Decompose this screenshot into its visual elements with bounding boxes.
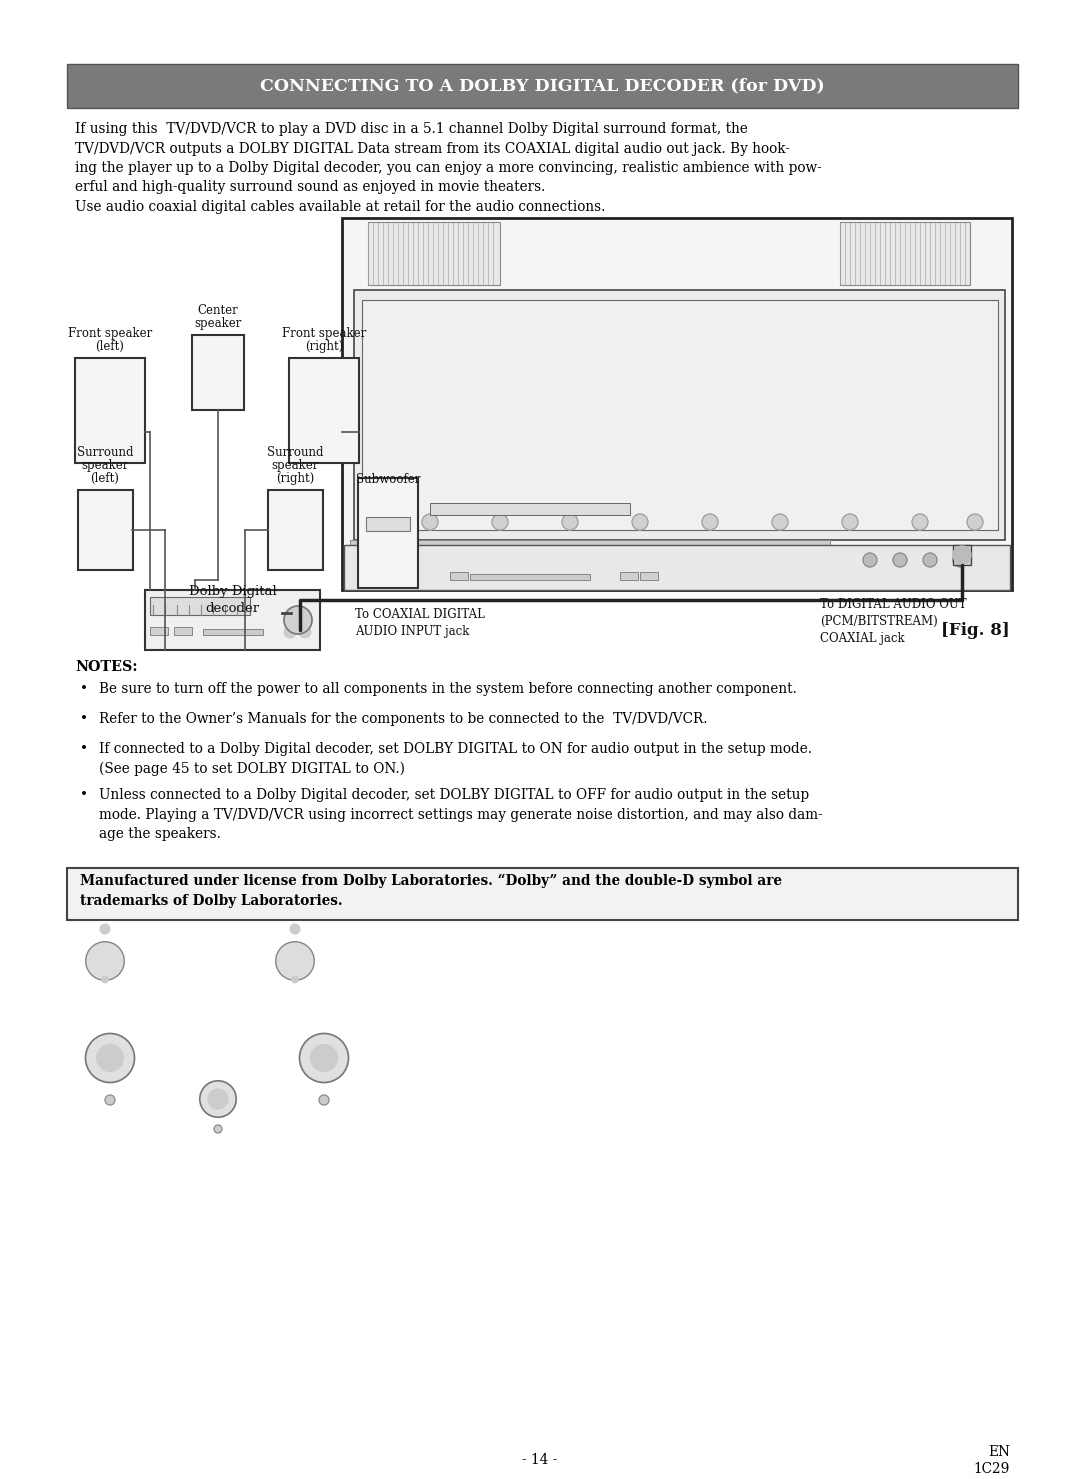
Text: •: • <box>80 742 87 756</box>
Text: Center: Center <box>198 305 239 317</box>
Circle shape <box>967 515 983 529</box>
Text: •: • <box>80 711 87 726</box>
Text: Manufactured under license from Dolby Laboratories. “Dolby” and the double-D sym: Manufactured under license from Dolby La… <box>80 874 782 908</box>
Bar <box>470 574 590 580</box>
Bar <box>75 358 145 463</box>
Circle shape <box>275 942 314 981</box>
Text: Subwoofer: Subwoofer <box>355 473 420 487</box>
Circle shape <box>311 1044 337 1071</box>
Circle shape <box>284 606 312 634</box>
Bar <box>78 490 133 569</box>
Circle shape <box>100 924 110 935</box>
Text: Dolby Digital
decoder: Dolby Digital decoder <box>189 586 276 615</box>
Circle shape <box>319 1094 329 1105</box>
Text: (right): (right) <box>275 472 314 485</box>
Text: Use audio coaxial digital cables available at retail for the audio connections.: Use audio coaxial digital cables availab… <box>75 200 606 214</box>
Circle shape <box>85 1034 135 1083</box>
Text: speaker: speaker <box>194 317 242 330</box>
Circle shape <box>200 1081 237 1117</box>
Circle shape <box>291 603 309 623</box>
Bar <box>345 544 1010 590</box>
Text: NOTES:: NOTES: <box>75 660 137 674</box>
Bar <box>203 629 264 634</box>
Bar <box>354 290 1005 540</box>
Circle shape <box>632 515 648 529</box>
Bar <box>67 64 1018 108</box>
Text: Surround: Surround <box>267 447 323 458</box>
Text: [Fig. 8]: [Fig. 8] <box>942 623 1010 639</box>
Bar <box>368 222 500 285</box>
Bar <box>192 336 244 410</box>
Text: (left): (left) <box>91 472 120 485</box>
Text: If connected to a Dolby Digital decoder, set DOLBY DIGITAL to ON for audio outpu: If connected to a Dolby Digital decoder,… <box>99 742 812 776</box>
Text: •: • <box>80 788 87 802</box>
Bar <box>362 300 998 529</box>
Circle shape <box>562 515 578 529</box>
Circle shape <box>863 553 877 566</box>
Text: EN
1C29: EN 1C29 <box>974 1445 1010 1476</box>
Bar <box>640 572 658 580</box>
Circle shape <box>105 1094 114 1105</box>
Circle shape <box>96 1044 123 1071</box>
Text: •: • <box>80 682 87 697</box>
Circle shape <box>291 924 300 935</box>
Bar <box>150 598 249 615</box>
Circle shape <box>492 515 508 529</box>
Bar <box>174 627 192 634</box>
Bar <box>289 358 359 463</box>
Bar <box>350 540 831 549</box>
Text: (right): (right) <box>305 340 343 353</box>
Circle shape <box>842 515 858 529</box>
Bar <box>268 490 323 569</box>
Bar <box>357 478 418 589</box>
Text: Refer to the Owner’s Manuals for the components to be connected to the  TV/DVD/V: Refer to the Owner’s Manuals for the com… <box>99 711 707 726</box>
Bar <box>450 572 468 580</box>
Circle shape <box>292 976 298 984</box>
Text: If using this  TV/DVD/VCR to play a DVD disc in a 5.1 channel Dolby Digital surr: If using this TV/DVD/VCR to play a DVD d… <box>75 121 822 195</box>
Circle shape <box>372 515 388 529</box>
Bar <box>953 544 971 565</box>
Text: Be sure to turn off the power to all components in the system before connecting : Be sure to turn off the power to all com… <box>99 682 797 697</box>
Circle shape <box>702 515 718 529</box>
Text: To DIGITAL AUDIO OUT
(PCM/BITSTREAM)
COAXIAL jack: To DIGITAL AUDIO OUT (PCM/BITSTREAM) COA… <box>820 598 967 645</box>
Bar <box>150 627 168 634</box>
Text: - 14 -: - 14 - <box>523 1452 557 1467</box>
Text: speaker: speaker <box>271 458 319 472</box>
Circle shape <box>953 546 971 563</box>
Bar <box>342 217 1012 590</box>
Text: Front speaker: Front speaker <box>68 327 152 340</box>
Circle shape <box>85 942 124 981</box>
Bar <box>145 590 320 649</box>
Bar <box>395 572 413 580</box>
Bar <box>620 572 638 580</box>
Text: CONNECTING TO A DOLBY DIGITAL DECODER (for DVD): CONNECTING TO A DOLBY DIGITAL DECODER (f… <box>260 77 825 95</box>
Text: Front speaker: Front speaker <box>282 327 366 340</box>
Circle shape <box>953 553 967 566</box>
Circle shape <box>772 515 788 529</box>
Circle shape <box>299 1034 349 1083</box>
Bar <box>366 516 410 531</box>
Bar <box>840 222 970 285</box>
Circle shape <box>912 515 928 529</box>
Circle shape <box>102 976 108 984</box>
Circle shape <box>284 626 296 637</box>
Circle shape <box>893 553 907 566</box>
Text: (left): (left) <box>95 340 124 353</box>
Bar <box>365 572 383 580</box>
Text: speaker: speaker <box>81 458 129 472</box>
Circle shape <box>422 515 438 529</box>
Text: Surround: Surround <box>77 447 133 458</box>
Circle shape <box>299 626 311 637</box>
Circle shape <box>923 553 937 566</box>
Circle shape <box>208 1089 228 1109</box>
Bar <box>430 503 630 515</box>
Bar <box>67 868 1018 920</box>
Circle shape <box>214 1126 222 1133</box>
Text: To COAXIAL DIGITAL
AUDIO INPUT jack: To COAXIAL DIGITAL AUDIO INPUT jack <box>355 608 485 637</box>
Text: Unless connected to a Dolby Digital decoder, set DOLBY DIGITAL to OFF for audio : Unless connected to a Dolby Digital deco… <box>99 788 823 842</box>
